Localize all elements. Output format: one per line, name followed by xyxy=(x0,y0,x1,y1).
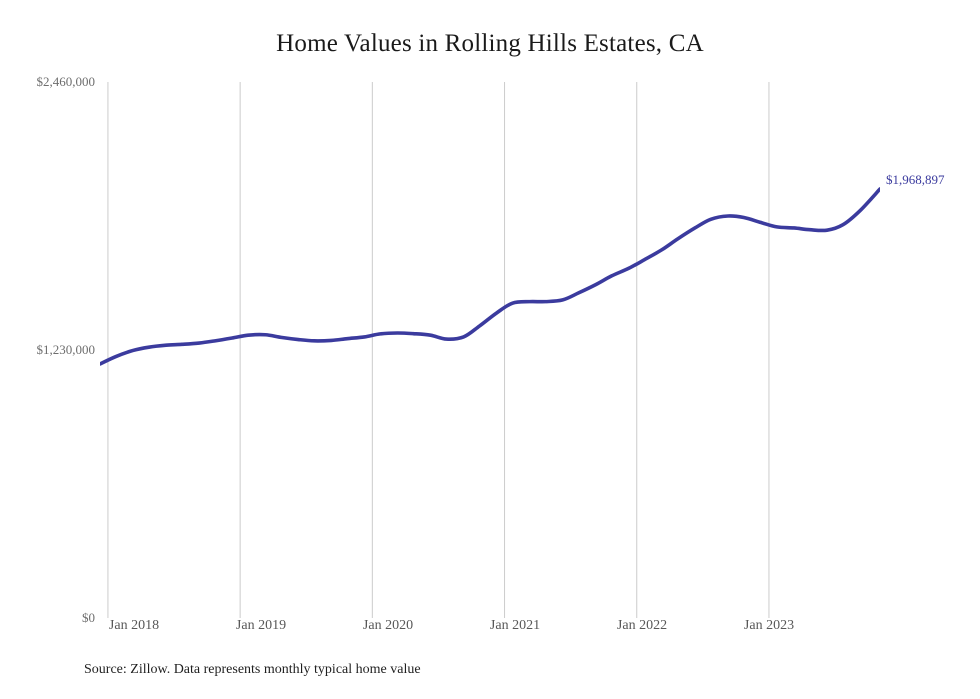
x-axis-tick-jan-2022: Jan 2022 xyxy=(616,618,668,633)
y-axis-tick-zero: $0 xyxy=(82,610,95,625)
y-axis-tick-mid: $1,230,000 xyxy=(36,342,96,357)
chart-title: Home Values in Rolling Hills Estates, CA xyxy=(276,30,704,57)
x-axis-tick-jan-2019: Jan 2019 xyxy=(235,618,287,633)
x-axis-tick-jan-2020: Jan 2020 xyxy=(362,618,414,633)
x-axis-tick-jan-2018: Jan 2018 xyxy=(108,618,160,633)
y-axis-tick-max: $2,460,000 xyxy=(36,74,96,89)
end-value-annotation: $1,968,897 xyxy=(886,172,945,187)
data-line-group xyxy=(100,187,880,366)
x-axis-tick-jan-2023: Jan 2023 xyxy=(743,618,795,633)
plot-area xyxy=(100,82,880,618)
home-value-line xyxy=(100,187,880,366)
x-gridlines xyxy=(107,82,770,618)
x-axis-tick-jan-2021: Jan 2021 xyxy=(489,618,541,633)
plot-svg xyxy=(100,82,880,618)
chart-source-footnote: Source: Zillow. Data represents monthly … xyxy=(84,662,421,677)
